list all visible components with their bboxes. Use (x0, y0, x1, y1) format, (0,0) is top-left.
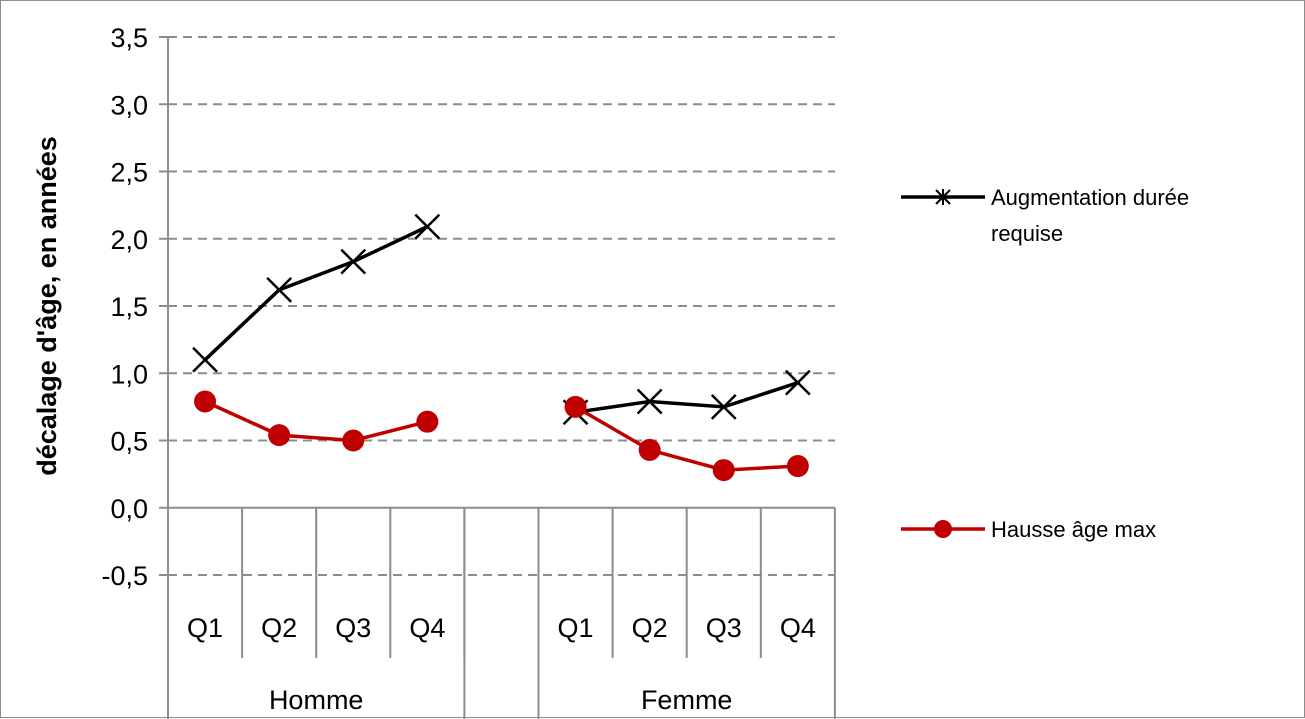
series-line (574, 405, 798, 472)
data-point (564, 395, 587, 418)
data-point (712, 459, 735, 482)
x-group-label: Femme (641, 685, 733, 715)
x-category-label: Q2 (632, 613, 668, 643)
legend-label-hausse: Hausse âge max (991, 517, 1156, 542)
data-point (636, 388, 663, 415)
series-1 (192, 213, 811, 426)
x-category-label: Q1 (558, 613, 594, 643)
y-tick-label: 1,5 (110, 292, 148, 322)
y-tick-label: 0,5 (110, 427, 148, 457)
data-point (194, 390, 217, 413)
data-point (638, 438, 661, 461)
x-category-label: Q3 (335, 613, 371, 643)
x-group-label: Homme (269, 685, 364, 715)
data-point (192, 346, 218, 373)
series-line (203, 225, 429, 362)
data-point (784, 369, 811, 396)
data-point (710, 393, 737, 420)
legend-marker-star (935, 189, 951, 205)
legend-label-augmentation-1: Augmentation durée (991, 185, 1189, 210)
y-tick-labels: -0,5 0,0 0,5 1,0 1,5 2,0 2,5 3,0 3,5 (101, 23, 148, 591)
data-point (786, 455, 809, 478)
data-point (414, 213, 441, 240)
y-tick-label: 1,0 (110, 359, 148, 389)
x-category-label: Q2 (261, 613, 297, 643)
x-category-label: Q3 (706, 613, 742, 643)
y-tick-label: 3,0 (110, 90, 148, 120)
x-category-labels: Q1 Q2 Q3 Q4 Homme Q1 Q2 Q3 Q4 Femme (187, 613, 816, 715)
data-point (416, 410, 439, 433)
data-point (340, 248, 367, 275)
series-layer (192, 213, 811, 482)
data-point (268, 424, 291, 447)
legend-marker-circle (934, 520, 952, 538)
x-category-label: Q1 (187, 613, 223, 643)
x-category-label: Q4 (409, 613, 445, 643)
legend-item-hausse: Hausse âge max (901, 517, 1156, 542)
y-tick-label: 2,5 (110, 158, 148, 188)
y-tick-label: 2,0 (110, 225, 148, 255)
legend-label-augmentation-2: requise (991, 221, 1063, 246)
y-axis-label: décalage d'âge, en années (32, 136, 62, 476)
axes (159, 36, 836, 719)
x-category-label: Q4 (780, 613, 816, 643)
grid (168, 36, 835, 576)
y-tick-label: -0,5 (101, 561, 148, 591)
series-line (575, 381, 799, 414)
y-tick-label: 3,5 (110, 23, 148, 53)
series-2 (194, 390, 809, 482)
data-point (266, 276, 293, 303)
series-line (204, 399, 428, 443)
legend-item-augmentation: Augmentation durée requise (901, 185, 1189, 246)
y-tick-label: 0,0 (110, 494, 148, 524)
data-point (342, 429, 365, 452)
legend: Augmentation durée requise Hausse âge ma… (901, 185, 1189, 542)
